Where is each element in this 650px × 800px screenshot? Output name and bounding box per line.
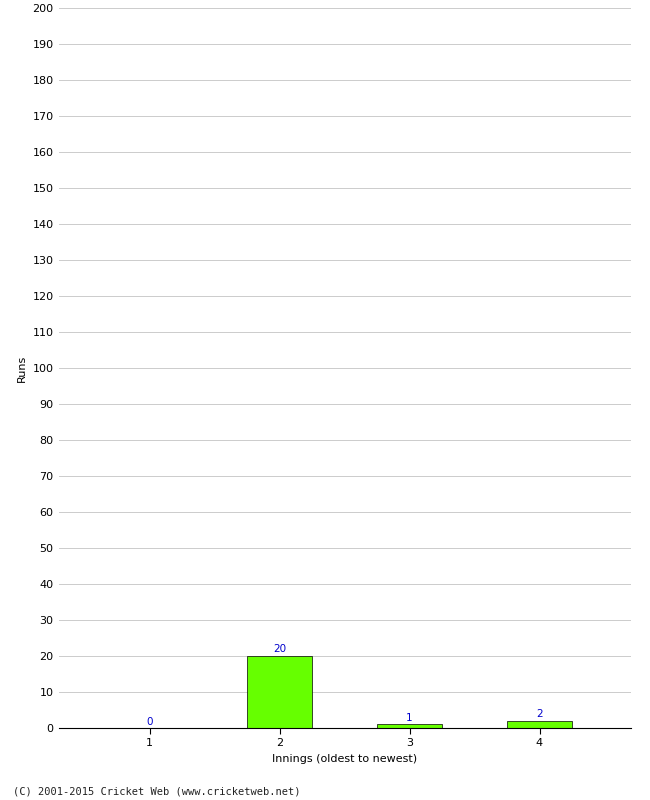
Text: 20: 20 [273,644,286,654]
Text: 2: 2 [536,709,543,719]
Bar [247,656,312,728]
X-axis label: Innings (oldest to newest): Innings (oldest to newest) [272,754,417,764]
Text: 1: 1 [406,713,413,722]
Bar [507,721,572,728]
Text: 0: 0 [146,717,153,727]
Text: (C) 2001-2015 Cricket Web (www.cricketweb.net): (C) 2001-2015 Cricket Web (www.cricketwe… [13,786,300,796]
Y-axis label: Runs: Runs [17,354,27,382]
Bar [377,725,442,728]
